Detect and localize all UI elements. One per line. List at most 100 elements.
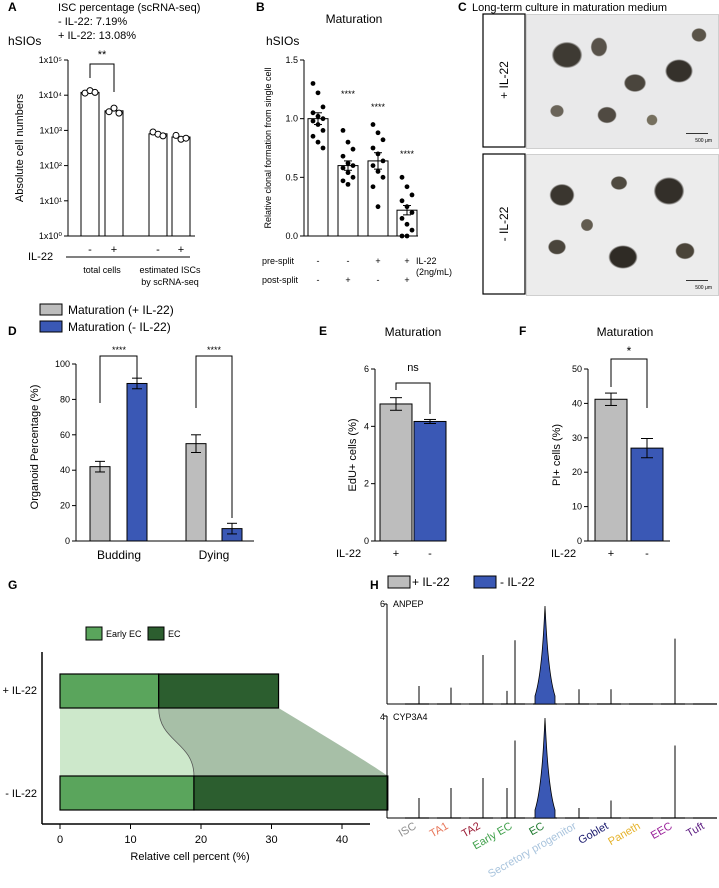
panel-e-ylabel: EdU+ cells (%)	[347, 418, 359, 491]
data-point	[345, 139, 351, 145]
panel-b-star-2: ****	[371, 102, 386, 112]
scale-bar-line	[686, 280, 708, 281]
violin-minus	[534, 717, 556, 819]
panel-a-sig-bracket	[89, 63, 115, 92]
y-tick-label: 20	[572, 467, 582, 477]
panel-e: E Maturation EdU+ cells (%) 0 2 4 6 ns IL-2…	[319, 324, 447, 560]
bar	[171, 136, 191, 237]
panel-e-bars	[379, 397, 447, 542]
panel-b-row1-4: +	[404, 256, 409, 266]
data-point	[399, 233, 405, 239]
panel-f-ticks: 0 10 20 30 40 50	[572, 364, 588, 546]
data-point	[320, 145, 326, 151]
data-point	[404, 221, 410, 227]
panel-e-ticks: 0 2 4 6	[364, 364, 375, 546]
y-tick-label: 1x10⁵	[39, 55, 63, 65]
data-point	[345, 181, 351, 187]
data-point	[399, 198, 405, 204]
data-point	[380, 158, 386, 164]
data-point	[310, 118, 316, 124]
y-tick-label: 30	[572, 433, 582, 443]
data-point	[310, 110, 316, 116]
bar	[148, 133, 168, 237]
panel-d-category-1: Budding	[97, 548, 141, 562]
y-tick-label: 100	[55, 359, 70, 369]
data-point	[172, 131, 180, 139]
data-point	[320, 127, 326, 133]
panel-a-label: A	[8, 0, 17, 14]
panel-a-group-2a: estimated ISCs	[139, 265, 201, 275]
data-point	[350, 163, 356, 169]
data-point	[380, 137, 386, 143]
panel-b-row2-1: -	[317, 275, 320, 285]
panel-c-row-box-bottom	[482, 153, 526, 295]
panel-h-gene-2: CYP3A4	[393, 712, 428, 722]
y-tick-label: 80	[60, 394, 70, 404]
scale-bar-label: 500 μm	[695, 138, 712, 144]
data-point	[320, 104, 326, 110]
y-tick-label: 1x10³	[39, 125, 62, 135]
data-point	[375, 204, 381, 210]
panel-d-ylabel: Organoid Percentage (%)	[29, 385, 41, 510]
bar	[185, 443, 207, 542]
panel-g-row-1: + IL-22	[2, 685, 37, 697]
data-point	[370, 122, 376, 127]
scale-bar-line	[686, 133, 708, 134]
panel-a-annotation-3: + IL-22: 13.08%	[58, 30, 136, 42]
panel-f-sig: *	[627, 344, 632, 358]
panel-d-star-2: ****	[207, 345, 222, 355]
data-point	[409, 227, 415, 233]
panel-g-label: G	[8, 578, 17, 592]
panel-a-significance: **	[98, 49, 107, 61]
panel-f-bars	[594, 392, 664, 542]
panel-e-sig-bracket	[395, 382, 431, 414]
panel-h-ymax-1: 6	[380, 599, 385, 609]
bar	[80, 91, 100, 237]
panel-c-label: C	[458, 0, 467, 14]
panel-a-group-1: total cells	[83, 265, 121, 275]
panel-g-row-2: - IL-22	[5, 788, 37, 800]
panel-f-row-label: IL-22	[551, 548, 576, 560]
y-tick-label: 0.0	[285, 231, 298, 241]
panel-b-row2-label: post-split	[262, 275, 299, 285]
panel-b-row1-label: pre-split	[262, 256, 295, 266]
data-point	[320, 116, 326, 122]
panel-b-row1-2: -	[347, 256, 350, 266]
panel-c-row-box-top	[482, 13, 526, 148]
y-tick-label: 0.5	[285, 172, 298, 182]
y-tick-label: 1x10²	[39, 161, 62, 171]
panel-d-sig-bracket-1	[99, 355, 138, 403]
band-ec	[158, 708, 388, 776]
panel-b-row2-3: -	[377, 275, 380, 285]
data-point	[345, 170, 351, 176]
data-point	[315, 113, 321, 119]
x-tick-label: 40	[336, 834, 348, 846]
cell-type-label: Goblet	[576, 820, 610, 847]
panel-b-label: B	[256, 0, 265, 14]
panel-d-label: D	[8, 324, 17, 338]
panel-e-label: E	[319, 324, 327, 338]
panel-h-legend-swatch-plus	[387, 575, 411, 589]
panel-d-sig-bracket-2	[195, 355, 233, 518]
cell-type-label: EEC	[649, 820, 675, 842]
panel-b-ticks: 0.0 0.5 1.0 1.5	[285, 55, 304, 241]
data-point	[310, 81, 316, 86]
x-tick-label: 20	[195, 834, 207, 846]
panel-c-row-bottom-label: - IL-22	[497, 206, 511, 241]
panel-d-bars	[89, 377, 243, 542]
bar	[413, 420, 447, 542]
y-tick-label: 20	[60, 501, 70, 511]
cell-type-label: EC	[527, 820, 546, 838]
panel-e-sig: ns	[407, 362, 419, 374]
band-early-ec	[60, 708, 194, 776]
y-tick-label: 0	[577, 536, 582, 546]
scale-bar-label: 500 μm	[695, 285, 712, 291]
y-tick-label: 1.0	[285, 114, 298, 124]
bar-ec	[158, 673, 280, 709]
panel-g-legend-swatch-ec	[147, 626, 165, 641]
panel-a-ticks: 1x10⁰ 1x10¹ 1x10² 1x10³ 1x10⁴ 1x10⁵	[39, 55, 68, 241]
data-point	[182, 134, 190, 142]
panel-f-sign-2: -	[645, 548, 649, 560]
data-point	[315, 90, 321, 96]
bar-ec	[193, 775, 389, 811]
